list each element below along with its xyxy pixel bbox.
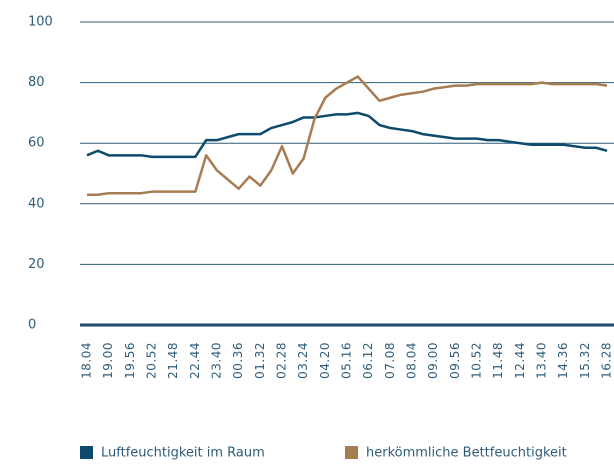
series-line: [87, 75, 608, 196]
x-tick-label: 01.32: [253, 342, 267, 379]
y-tick-label: 100: [28, 15, 53, 30]
x-tick-label: 07.08: [383, 342, 397, 379]
x-tick-label: 00.36: [231, 342, 245, 379]
y-tick-label: 60: [28, 136, 45, 151]
x-tick-label: 14.36: [556, 342, 570, 379]
x-tick-label: 13.40: [535, 342, 549, 379]
x-tick-label: 21.48: [166, 342, 180, 379]
x-tick-label: 16.28: [600, 342, 614, 379]
legend-swatch: [345, 446, 358, 459]
y-tick-label: 40: [28, 196, 45, 211]
legend-label: Luftfeuchtigkeit im Raum: [101, 446, 265, 461]
x-tick-label: 20.52: [145, 342, 159, 379]
x-tick-label: 10.52: [470, 342, 484, 379]
y-tick-label: 80: [28, 75, 45, 90]
x-tick-label: 04.20: [318, 342, 332, 379]
legend-label: herkömmliche Bettfeuchtigkeit: [366, 446, 567, 461]
x-tick-label: 12.44: [513, 342, 527, 379]
x-tick-label: 06.12: [361, 342, 375, 379]
y-tick-label: 0: [28, 318, 36, 333]
x-tick-label: 19.00: [101, 342, 115, 379]
series-line: [86, 111, 608, 159]
legend-swatch: [80, 446, 93, 459]
x-tick-label: 15.32: [578, 342, 592, 379]
x-tick-label: 03.24: [296, 342, 310, 379]
x-tick-label: 08.04: [405, 342, 419, 379]
x-tick-label: 18.04: [80, 342, 94, 379]
x-tick-label: 05.16: [340, 342, 354, 379]
y-tick-label: 20: [28, 257, 45, 272]
x-tick-label: 11.48: [491, 342, 505, 379]
x-tick-label: 09.56: [448, 342, 462, 379]
x-tick-label: 09.00: [426, 342, 440, 379]
x-tick-label: 22.44: [188, 342, 202, 379]
x-tick-label: 02.28: [275, 342, 289, 379]
x-tick-label: 19.56: [123, 342, 137, 379]
x-tick-label: 23.40: [210, 342, 224, 379]
